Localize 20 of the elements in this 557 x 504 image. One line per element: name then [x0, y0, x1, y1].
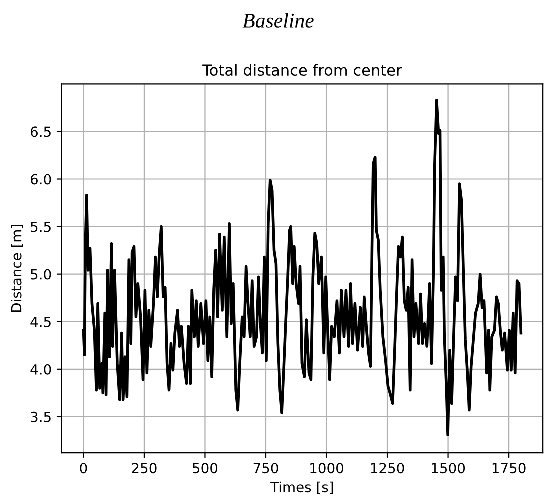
y-tick-label: 6.0 [30, 174, 52, 185]
x-tick-label: 250 [132, 463, 157, 474]
y-tick-label: 3.5 [31, 412, 51, 422]
x-tick-label: 1500 [432, 463, 466, 474]
y-axis-title: Distance [m] [11, 225, 24, 312]
y-tick-label: 5.5 [31, 222, 51, 232]
y-tick-label: 5.0 [31, 269, 52, 280]
x-axis-title: Times [s] [270, 482, 334, 494]
x-tick-label: 0 [80, 463, 88, 474]
chart-title: Baseline [242, 13, 314, 28]
x-tick-label: 1750 [492, 463, 526, 474]
x-tick-label: 1000 [310, 463, 344, 474]
x-tick-label: 750 [254, 463, 278, 474]
chart-subtitle: Total distance from center [202, 64, 402, 76]
y-tick-label: 4.0 [30, 364, 52, 375]
x-tick-label: 1250 [371, 463, 404, 474]
x-tick-label: 500 [193, 463, 218, 474]
y-tick-label: 4.5 [30, 317, 51, 328]
line-series [82, 98, 523, 436]
y-tick-label: 6.5 [30, 126, 51, 138]
